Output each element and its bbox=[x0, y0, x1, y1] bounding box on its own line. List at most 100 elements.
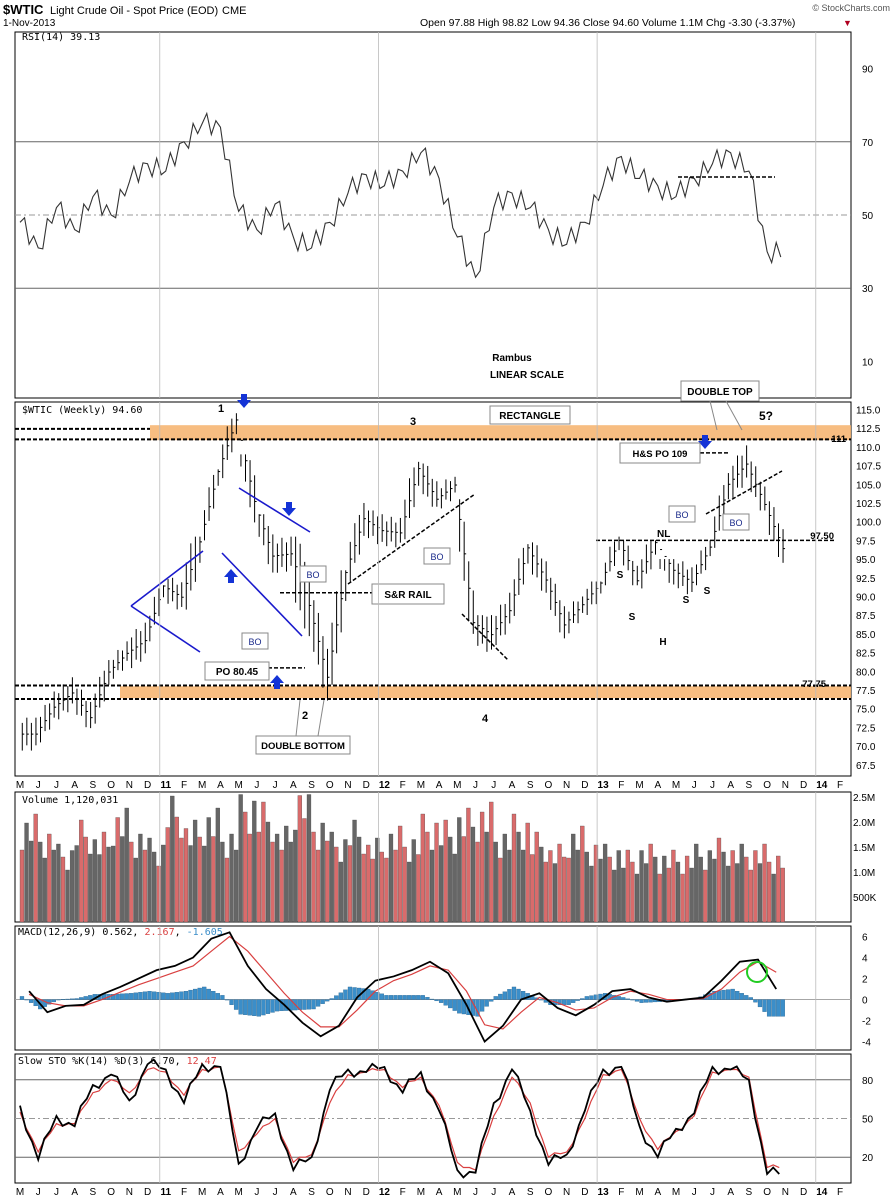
volume-bar bbox=[452, 853, 457, 923]
volume-bar bbox=[356, 836, 362, 923]
volume-bar bbox=[707, 850, 712, 923]
macd-hist-bar bbox=[151, 991, 157, 1000]
level-111-label: 111 bbox=[831, 434, 847, 445]
volume-tick-label: 2.0M bbox=[853, 818, 875, 829]
x-tick-label-bottom: A bbox=[217, 1187, 224, 1198]
volume-bar bbox=[757, 863, 763, 923]
panel-frame-price bbox=[14, 401, 852, 777]
volume-bar bbox=[748, 869, 753, 923]
volume-bar bbox=[56, 843, 61, 923]
volume-bar bbox=[110, 845, 116, 923]
x-tick-label-price: M bbox=[16, 780, 24, 791]
double-bottom-pointer bbox=[295, 699, 301, 737]
volume-bar bbox=[725, 865, 731, 923]
macd-hist-bar bbox=[69, 998, 75, 1000]
price-tick-label: 85.0 bbox=[856, 630, 876, 641]
macd-hist-bar bbox=[115, 993, 120, 1000]
volume-bar bbox=[411, 839, 416, 923]
x-tick-label-bottom: F bbox=[400, 1187, 406, 1198]
volume-bar bbox=[621, 867, 626, 923]
volume-bar bbox=[284, 825, 289, 923]
macd-hist-bar bbox=[438, 999, 444, 1003]
volume-bar bbox=[666, 867, 671, 923]
volume-bar bbox=[151, 851, 157, 923]
volume-bar bbox=[498, 857, 503, 923]
volume-bar bbox=[279, 849, 284, 923]
bo-callout-2 bbox=[241, 632, 269, 650]
x-tick-label-price: A bbox=[71, 780, 78, 791]
scale-label: LINEAR SCALE bbox=[490, 370, 564, 381]
volume-bar bbox=[384, 857, 389, 923]
macd-hist-bar bbox=[129, 993, 134, 1000]
macd-hist-bar bbox=[138, 992, 143, 1000]
volume-bar bbox=[448, 836, 453, 923]
x-tick-label-bottom: 11 bbox=[160, 1187, 171, 1198]
volume-bar bbox=[156, 865, 161, 923]
quote-line: Open 97.88 High 98.82 Low 94.36 Close 94… bbox=[420, 17, 795, 29]
macd-hist-bar bbox=[744, 995, 749, 1000]
volume-bar bbox=[243, 811, 248, 923]
volume-bar bbox=[79, 819, 84, 923]
x-tick-label-bottom: J bbox=[254, 1187, 259, 1198]
blue-up-arrow-icon bbox=[270, 675, 284, 689]
macd-hist-bar bbox=[224, 999, 230, 1001]
x-tick-label-price: F bbox=[618, 780, 624, 791]
price-tick-label: 112.5 bbox=[856, 424, 881, 435]
macd-hist-bar bbox=[411, 995, 416, 1000]
x-tick-label-price: O bbox=[326, 780, 334, 791]
macd-hist-bar bbox=[757, 999, 763, 1008]
x-tick-label-price: A bbox=[727, 780, 734, 791]
volume-bar bbox=[138, 833, 143, 923]
volume-bar bbox=[329, 831, 334, 923]
price-tick-label: 95.0 bbox=[856, 555, 876, 566]
po-callout bbox=[204, 661, 270, 681]
volume-bar bbox=[388, 833, 394, 923]
volume-tick-label: 2.5M bbox=[853, 793, 875, 804]
volume-bar bbox=[220, 841, 225, 923]
volume-bar bbox=[247, 833, 252, 923]
x-tick-label-bottom: O bbox=[763, 1187, 771, 1198]
sto-k-line bbox=[19, 1058, 780, 1179]
volume-bar bbox=[780, 867, 785, 923]
volume-tick-label: 500K bbox=[853, 893, 877, 904]
x-tick-label-bottom: J bbox=[692, 1187, 697, 1198]
macd-hist-bar bbox=[274, 999, 280, 1012]
macd-hist-bar bbox=[206, 988, 211, 1000]
macd-hist-bar bbox=[561, 999, 567, 1005]
x-tick-label-price: M bbox=[672, 780, 680, 791]
volume-bar bbox=[206, 817, 211, 923]
macd-hist-bar bbox=[56, 999, 61, 1001]
volume-bar bbox=[712, 858, 717, 923]
macd-hist-bar bbox=[79, 997, 84, 1000]
crossover-circle bbox=[746, 961, 768, 983]
x-tick-label-bottom: M bbox=[417, 1187, 425, 1198]
volume-bar bbox=[97, 854, 102, 923]
sr-rail-label: S&R RAIL bbox=[384, 590, 431, 601]
volume-bar bbox=[133, 857, 138, 923]
macd-hist-bar bbox=[589, 995, 594, 1000]
volume-bar bbox=[334, 846, 339, 923]
volume-bar bbox=[525, 822, 530, 923]
volume-bar bbox=[548, 850, 553, 923]
sto-tick-label: 50 bbox=[862, 1115, 874, 1126]
macd-hist-bar bbox=[584, 996, 589, 1000]
macd-hist-bar bbox=[616, 996, 621, 1000]
macd-hist-bar bbox=[593, 994, 599, 1000]
macd-hist-bar bbox=[197, 987, 202, 1000]
volume-bar bbox=[552, 863, 558, 923]
volume-bar bbox=[393, 849, 398, 923]
sto-legend-label: Slow STO %K(14) %D(3) bbox=[18, 1056, 144, 1067]
rsi-line bbox=[19, 111, 782, 279]
volume-bar bbox=[698, 856, 703, 923]
macd-hist-bar bbox=[238, 999, 243, 1015]
volume-bar bbox=[443, 819, 448, 923]
x-tick-label-price: O bbox=[107, 780, 115, 791]
volume-bar bbox=[174, 816, 179, 923]
macd-hist-bar bbox=[776, 999, 781, 1017]
x-tick-label-bottom: N bbox=[563, 1187, 570, 1198]
volume-bar bbox=[38, 841, 43, 923]
volume-bar bbox=[721, 851, 726, 923]
macd-hist-bar bbox=[448, 999, 453, 1009]
macd-hist-bar bbox=[443, 999, 448, 1006]
